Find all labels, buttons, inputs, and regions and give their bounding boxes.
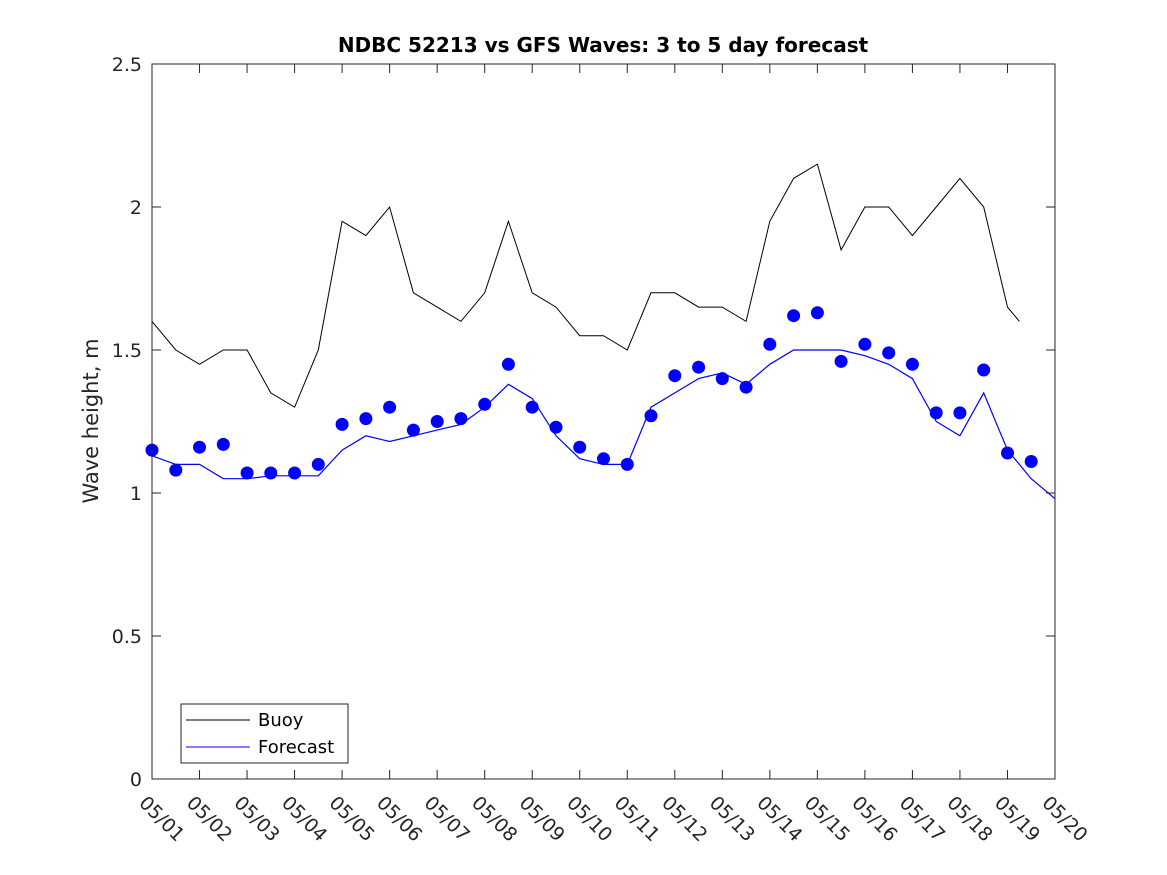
y-tick-label: 2.5	[112, 54, 142, 76]
forecast-point	[359, 412, 373, 426]
forecast-point	[264, 466, 278, 480]
forecast-point	[1001, 446, 1014, 460]
forecast-point	[406, 423, 420, 437]
y-axis-label: Wave height, m	[79, 338, 103, 503]
forecast-point	[288, 466, 302, 480]
forecast-point	[692, 360, 706, 374]
chart-title: NDBC 52213 vs GFS Waves: 3 to 5 day fore…	[338, 33, 869, 57]
forecast-point	[620, 457, 634, 471]
forecast-point	[216, 437, 230, 451]
forecast-point	[905, 357, 919, 371]
forecast-point	[787, 309, 801, 323]
legend-forecast-label: Forecast	[258, 737, 334, 758]
forecast-point	[739, 380, 753, 394]
forecast-point	[311, 457, 325, 471]
forecast-point	[882, 346, 896, 360]
y-tick-label: 1	[130, 483, 142, 505]
forecast-point	[668, 369, 682, 383]
plot-area	[152, 64, 1055, 779]
forecast-point	[929, 406, 943, 420]
forecast-point	[478, 397, 492, 411]
forecast-point	[810, 306, 824, 320]
legend-buoy-label: Buoy	[258, 710, 304, 731]
y-tick-label: 0.5	[112, 626, 142, 648]
y-tick-label: 1.5	[112, 340, 142, 362]
forecast-point	[454, 412, 468, 426]
y-tick-label: 0	[130, 769, 142, 791]
legend: Buoy Forecast	[180, 703, 349, 764]
forecast-point	[383, 400, 397, 414]
forecast-point	[858, 337, 872, 351]
buoy-series-line	[151, 163, 1020, 408]
forecast-point	[597, 452, 610, 466]
forecast-point	[715, 372, 729, 386]
forecast-point	[953, 406, 967, 420]
legend-box	[180, 703, 349, 764]
forecast-point	[644, 409, 658, 423]
forecast-point	[549, 420, 563, 434]
y-tick-label: 2	[130, 197, 142, 219]
forecast-point	[834, 354, 848, 368]
forecast-point	[525, 400, 539, 414]
forecast-point	[193, 440, 206, 454]
forecast-point	[335, 417, 349, 431]
forecast-point	[169, 463, 183, 477]
plot-frame	[151, 63, 1056, 780]
forecast-point	[501, 357, 515, 371]
forecast-point	[1024, 455, 1038, 468]
forecast-point	[240, 466, 254, 480]
forecast-point	[573, 440, 587, 454]
forecast-point	[977, 363, 991, 377]
forecast-point	[763, 337, 777, 351]
forecast-point	[430, 415, 444, 428]
